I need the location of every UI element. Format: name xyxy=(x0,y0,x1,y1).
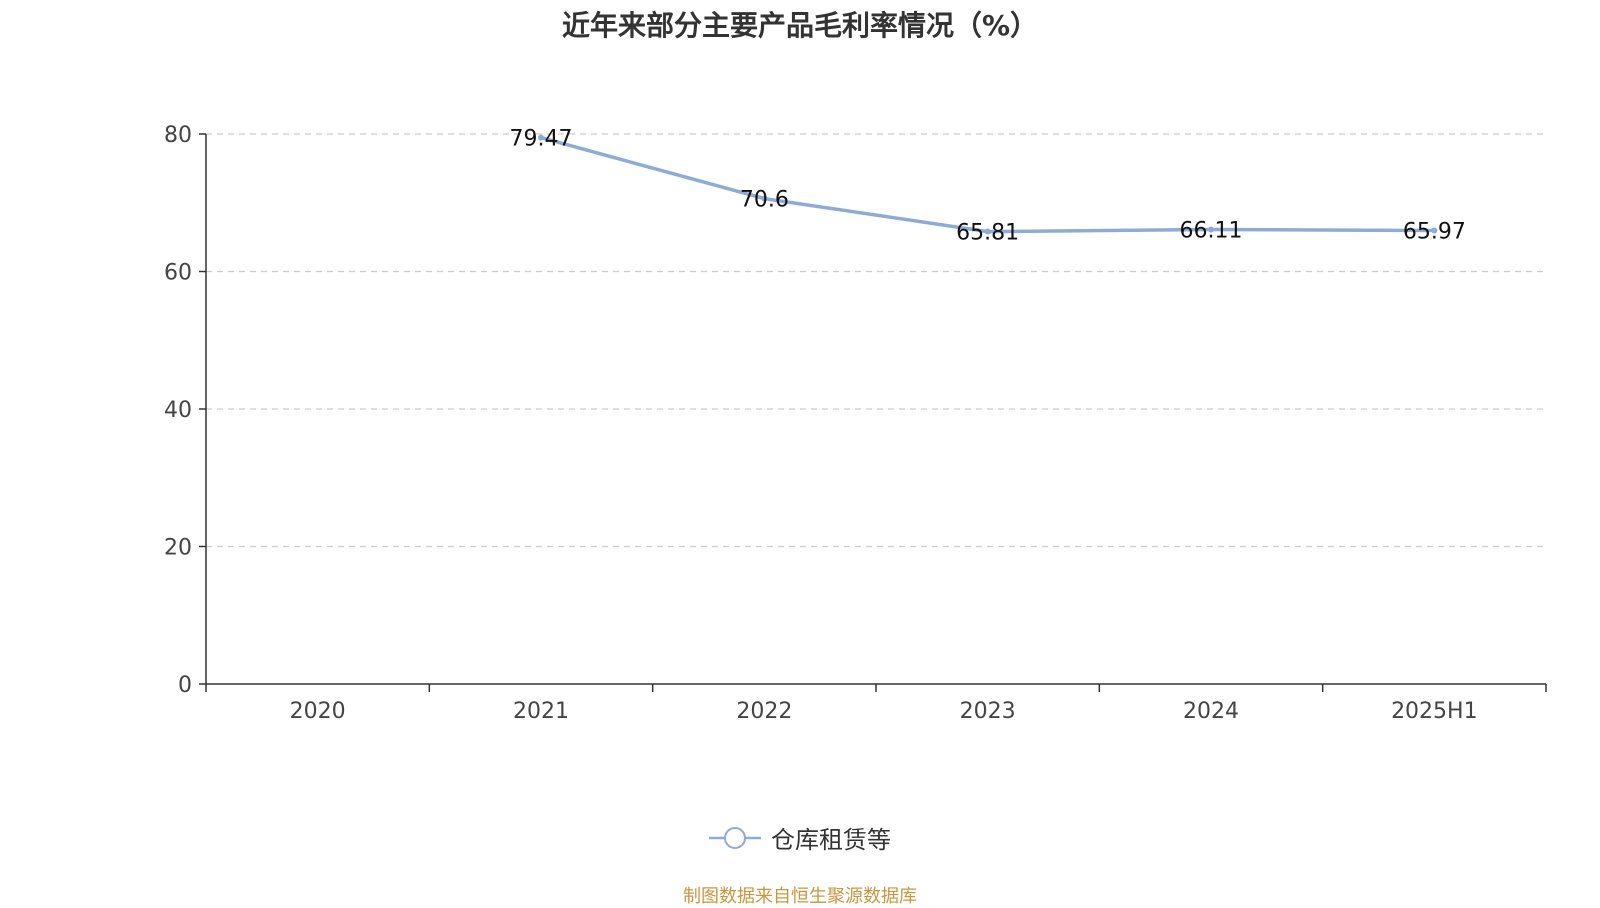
data-point[interactable] xyxy=(538,134,544,141)
series-line xyxy=(540,135,1435,234)
legend-line-circle-icon xyxy=(709,826,761,849)
data-point[interactable] xyxy=(1431,227,1438,234)
data-label: 70.6 xyxy=(740,188,789,213)
data-source-note: 制图数据来自恒生聚源数据库 xyxy=(683,886,917,907)
x-tick-label: 2022 xyxy=(736,699,792,724)
legend-label: 仓库租赁等 xyxy=(771,826,891,854)
y-tick-label: 80 xyxy=(164,123,192,148)
grid-lines xyxy=(206,133,1546,548)
x-tick-label: 2021 xyxy=(513,699,569,724)
data-point[interactable] xyxy=(1208,226,1214,233)
y-tick-label: 0 xyxy=(178,673,192,698)
chart-title: 近年来部分主要产品毛利率情况（%） xyxy=(561,9,1039,42)
data-point[interactable] xyxy=(761,195,768,202)
y-axis-ticks: 0 20 40 60 80 xyxy=(164,123,206,698)
x-axis-ticks: 2020 2021 2022 2023 2024 2025H1 xyxy=(205,684,1547,724)
legend[interactable]: 仓库租赁等 xyxy=(0,820,1600,855)
x-tick-label: 2025H1 xyxy=(1391,699,1478,724)
data-point[interactable] xyxy=(984,228,991,235)
data-label: 65.97 xyxy=(1403,219,1466,244)
y-tick-label: 40 xyxy=(164,398,192,423)
line-chart: 0 20 40 60 80 2020 2021 2022 2023 2024 2025H1 79.… xyxy=(164,123,1547,724)
data-label: 79.47 xyxy=(510,127,573,152)
y-tick-label: 20 xyxy=(164,536,192,561)
data-label: 65.81 xyxy=(956,221,1019,246)
y-tick-label: 60 xyxy=(164,261,192,286)
x-tick-label: 2020 xyxy=(290,699,346,724)
series-group: 79.47 70.6 65.81 66.11 65.97 xyxy=(510,127,1466,246)
x-tick-label: 2024 xyxy=(1183,699,1239,724)
x-tick-label: 2023 xyxy=(960,699,1016,724)
data-label: 66.11 xyxy=(1180,218,1243,243)
